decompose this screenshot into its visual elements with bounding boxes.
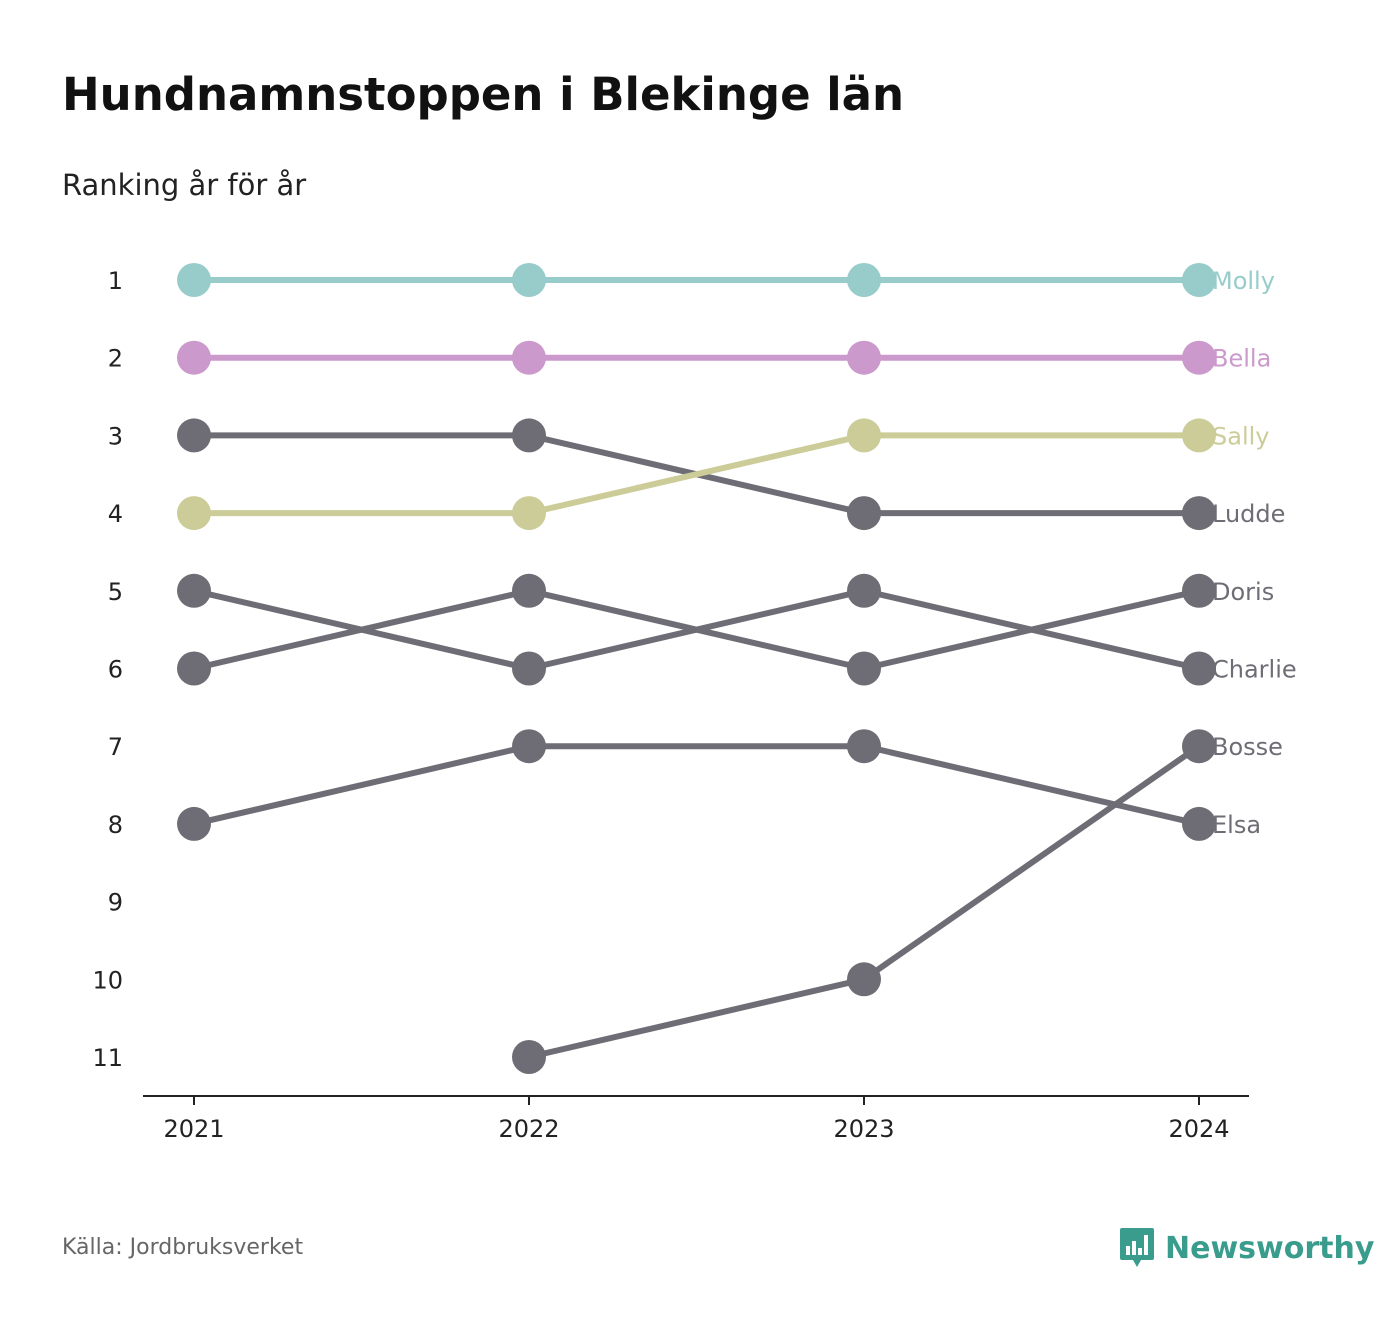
x-tick-label: 2021 [163, 1115, 224, 1143]
series-sally: Sally [177, 418, 1269, 531]
y-tick-label: 8 [108, 811, 123, 839]
data-point-charlie [847, 573, 881, 608]
series-label-bosse: Bosse [1212, 733, 1283, 761]
y-tick-label: 9 [108, 889, 123, 917]
series-bella: Bella [177, 340, 1271, 375]
data-point-charlie [1182, 651, 1216, 686]
data-point-elsa [177, 806, 211, 841]
data-point-doris [847, 651, 881, 686]
bar-chart-speech-bubble-icon [1120, 1228, 1154, 1267]
series-label-elsa: Elsa [1212, 811, 1261, 839]
chart-subtitle: Ranking år för år [62, 168, 307, 202]
y-tick-label: 11 [92, 1044, 123, 1072]
brand-name: Newsworthy [1165, 1230, 1375, 1266]
series-label-molly: Molly [1212, 267, 1275, 295]
data-point-ludde [177, 418, 211, 453]
x-tick-label: 2022 [498, 1115, 559, 1143]
data-point-molly [512, 263, 546, 297]
series-label-bella: Bella [1212, 345, 1271, 373]
series-line-charlie [193, 587, 1200, 672]
data-point-elsa [847, 729, 881, 764]
data-point-bosse [847, 962, 881, 997]
data-point-bosse [1182, 729, 1216, 764]
data-point-ludde [847, 496, 881, 531]
data-point-bella [1182, 340, 1216, 375]
y-tick-label: 2 [108, 345, 123, 373]
series-elsa: Elsa [177, 729, 1261, 841]
data-point-molly [177, 263, 211, 297]
series-line-bosse [528, 743, 1201, 1060]
series-doris: Doris [177, 573, 1274, 686]
y-tick-label: 1 [108, 267, 123, 295]
series-line-sally [194, 432, 1199, 517]
data-point-molly [847, 263, 881, 297]
series-label-doris: Doris [1212, 578, 1274, 606]
brand-logo: Newsworthy [1119, 1226, 1374, 1270]
source-note: Källa: Jordbruksverket [62, 1235, 304, 1260]
y-tick-label: 10 [92, 966, 123, 994]
data-point-charlie [177, 573, 211, 608]
data-point-elsa [512, 729, 546, 764]
y-tick-label: 6 [108, 656, 123, 684]
data-point-ludde [1182, 496, 1216, 531]
y-tick-label: 4 [108, 500, 123, 528]
x-tick-label: 2024 [1168, 1115, 1229, 1143]
series-charlie: Charlie [177, 573, 1297, 686]
series-label-sally: Sally [1212, 422, 1269, 450]
x-tick-label: 2023 [833, 1115, 894, 1143]
series-label-charlie: Charlie [1212, 656, 1297, 684]
data-point-sally [512, 496, 546, 531]
data-point-elsa [1182, 806, 1216, 841]
y-tick-label: 5 [108, 578, 123, 606]
series-label-ludde: Ludde [1212, 500, 1285, 528]
data-point-bella [512, 340, 546, 375]
data-point-bella [847, 340, 881, 375]
data-point-sally [177, 496, 211, 531]
y-tick-label: 7 [108, 733, 123, 761]
series-molly: Molly [177, 263, 1275, 297]
data-point-doris [1182, 573, 1216, 608]
data-point-sally [1182, 418, 1216, 453]
data-point-bella [177, 340, 211, 375]
data-point-doris [512, 573, 546, 608]
data-point-sally [847, 418, 881, 453]
series-line-elsa [193, 743, 1200, 827]
chart-title: Hundnamnstoppen i Blekinge län [62, 68, 905, 121]
data-point-charlie [512, 651, 546, 686]
data-point-ludde [512, 418, 546, 453]
y-tick-label: 3 [108, 422, 123, 450]
data-point-doris [177, 651, 211, 686]
data-point-bosse [512, 1040, 546, 1074]
series-bosse: Bosse [512, 729, 1283, 1074]
data-point-molly [1182, 263, 1216, 297]
